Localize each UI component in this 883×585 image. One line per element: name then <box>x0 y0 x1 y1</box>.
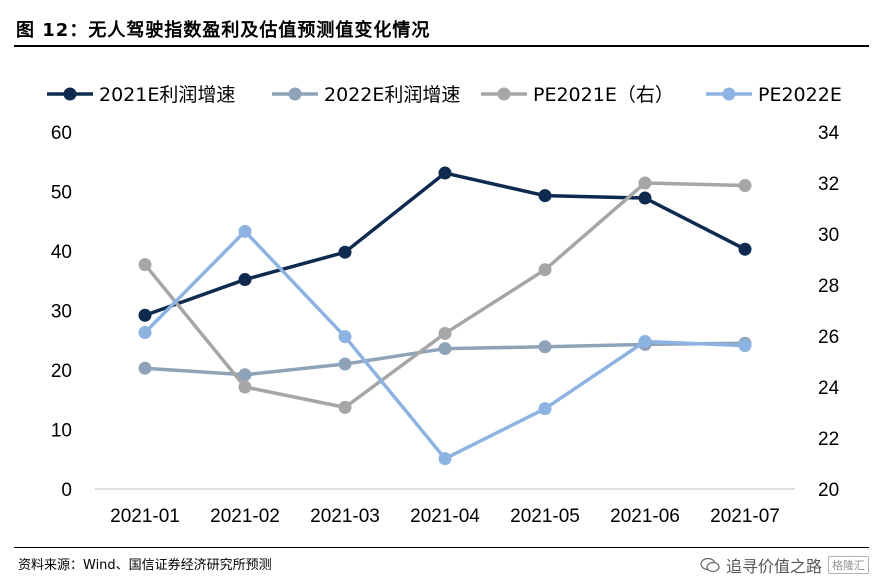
data-point-3 <box>438 326 452 340</box>
data-point-1 <box>138 308 152 322</box>
data-point-1 <box>438 166 452 180</box>
data-point-1 <box>638 191 652 205</box>
y-right-tick-label: 26 <box>818 327 839 348</box>
y-left-tick-label: 60 <box>51 123 72 144</box>
legend-swatch-marker <box>288 87 302 101</box>
y-left-tick-label: 10 <box>51 421 72 442</box>
watermark: 追寻价值之路 格隆汇 <box>700 553 869 577</box>
data-point-4 <box>638 334 652 348</box>
y-left-tick-label: 40 <box>51 242 72 263</box>
data-point-3 <box>638 176 652 190</box>
data-point-3 <box>538 263 552 277</box>
y-right-tick-label: 30 <box>818 225 839 246</box>
legend-label: 2021E利润增速 <box>99 84 235 106</box>
x-tick-label: 2021-02 <box>210 506 280 527</box>
figure-header: 图 12：无人驾驶指数盈利及估值预测值变化情况 <box>14 10 869 44</box>
y-right-tick-label: 20 <box>818 480 839 501</box>
y-left-tick-label: 50 <box>51 183 72 204</box>
data-point-4 <box>438 452 452 466</box>
legend-label: PE2022E <box>758 84 842 106</box>
data-point-2 <box>338 357 352 371</box>
data-point-3 <box>338 400 352 414</box>
y-right-tick-label: 22 <box>818 429 839 450</box>
source-note: 资料来源：Wind、国信证券经济研究所预测 <box>18 558 272 573</box>
data-point-2 <box>538 340 552 354</box>
footer-rule <box>14 547 869 548</box>
legend-swatch-marker <box>722 87 736 101</box>
y-right-tick-label: 28 <box>818 276 839 297</box>
data-point-1 <box>738 242 752 256</box>
legend-swatch-marker <box>497 87 511 101</box>
data-point-1 <box>338 245 352 259</box>
y-right-tick-label: 32 <box>818 174 839 195</box>
x-tick-label: 2021-01 <box>110 506 180 527</box>
data-point-3 <box>738 179 752 193</box>
data-point-2 <box>238 368 252 382</box>
series-line-1 <box>144 171 746 317</box>
data-point-4 <box>538 402 552 416</box>
y-left-tick-label: 30 <box>51 302 72 323</box>
y-right-tick-label: 34 <box>818 123 840 144</box>
legend-label: PE2021E（右） <box>533 84 674 106</box>
y-left-tick-label: 0 <box>61 480 72 501</box>
watermark-text: 追寻价值之路 <box>725 557 822 576</box>
x-tick-label: 2021-03 <box>310 506 380 527</box>
y-right-tick-label: 24 <box>818 378 840 399</box>
data-point-2 <box>438 342 452 356</box>
data-point-3 <box>138 258 152 272</box>
data-point-4 <box>238 224 252 238</box>
data-point-1 <box>538 189 552 203</box>
legend-label: 2022E利润增速 <box>324 84 460 106</box>
x-tick-label: 2021-06 <box>610 506 680 527</box>
data-point-4 <box>138 326 152 340</box>
data-point-3 <box>238 380 252 394</box>
wechat-icon <box>700 557 720 573</box>
data-point-1 <box>238 273 252 287</box>
x-tick-label: 2021-05 <box>510 506 580 527</box>
x-tick-label: 2021-04 <box>410 506 480 527</box>
figure-title: 图 12：无人驾驶指数盈利及估值预测值变化情况 <box>16 20 431 41</box>
x-tick-label: 2021-07 <box>710 506 780 527</box>
series-line-3 <box>143 181 746 410</box>
watermark-logo: 格隆汇 <box>828 556 869 574</box>
data-point-4 <box>338 330 352 344</box>
y-left-tick-label: 20 <box>51 361 72 382</box>
data-point-4 <box>738 339 752 353</box>
legend-swatch-marker <box>63 87 77 101</box>
data-point-2 <box>138 361 152 375</box>
header-rule <box>14 45 869 47</box>
